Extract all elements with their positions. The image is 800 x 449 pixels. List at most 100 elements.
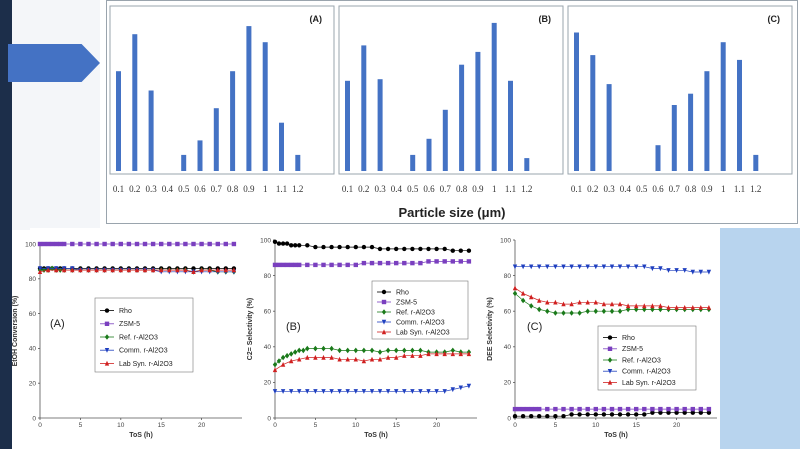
data-point	[512, 264, 518, 270]
data-point	[553, 264, 558, 270]
data-point	[601, 301, 607, 307]
data-point	[537, 297, 542, 303]
data-point	[569, 301, 574, 307]
data-point	[434, 351, 439, 357]
data-point	[394, 260, 399, 266]
histogram-bar	[524, 158, 530, 171]
data-point	[207, 241, 212, 247]
data-point	[529, 406, 534, 412]
x-tick-label: 0	[273, 422, 277, 429]
histogram-bar	[410, 154, 416, 171]
data-point	[54, 241, 59, 247]
data-point	[175, 267, 180, 273]
data-point	[426, 351, 431, 357]
data-point	[289, 243, 294, 248]
legend-entry: Lab Syn. r-Al2O3	[396, 329, 450, 336]
data-point	[345, 347, 350, 354]
data-point	[577, 299, 582, 305]
slide-arrow-decoration	[8, 44, 100, 82]
data-point	[223, 267, 228, 273]
histogram-bar	[246, 26, 252, 171]
histogram-x-tick: 0.2	[129, 184, 140, 194]
data-point	[617, 412, 623, 417]
y-tick-label: 80	[264, 273, 272, 280]
data-point	[167, 267, 172, 273]
histogram-x-tick: 1.1	[734, 184, 745, 194]
data-point	[329, 345, 334, 352]
y-tick-label: 60	[29, 311, 37, 318]
histogram-bar	[345, 80, 350, 171]
data-point	[345, 262, 350, 268]
data-point	[329, 354, 334, 360]
data-point	[337, 356, 342, 362]
data-point	[361, 244, 367, 250]
histogram-bar	[475, 51, 481, 171]
data-point	[321, 354, 326, 360]
histogram-bar	[508, 80, 513, 171]
data-point	[394, 354, 399, 360]
data-point	[280, 389, 286, 394]
data-point	[329, 262, 334, 268]
data-point	[126, 241, 132, 247]
y-axis-title: C2= Selectivity (%)	[247, 298, 254, 360]
data-point	[377, 389, 383, 394]
data-point	[321, 262, 326, 268]
data-point	[650, 406, 655, 412]
data-point	[674, 305, 679, 310]
data-point	[561, 301, 566, 307]
data-point	[104, 334, 110, 340]
data-point	[607, 335, 613, 340]
data-point	[625, 264, 631, 270]
data-point	[410, 347, 415, 354]
y-tick-label: 60	[264, 309, 272, 316]
data-point	[272, 262, 278, 268]
histogram-x-tick: 0.4	[391, 184, 403, 194]
data-point	[634, 264, 639, 270]
data-point	[45, 267, 51, 273]
data-point	[369, 260, 375, 266]
histogram-bar	[197, 140, 203, 171]
data-point	[520, 414, 526, 419]
data-point	[442, 389, 447, 394]
data-point	[134, 267, 140, 273]
histogram-x-tick: 1.1	[276, 184, 287, 194]
data-point	[625, 303, 631, 309]
x-tick-label: 20	[433, 422, 441, 429]
data-point	[369, 389, 375, 394]
data-point	[516, 406, 522, 412]
histogram-x-tick: 0.3	[374, 184, 386, 194]
legend-entry: Ref. r-Al2O3	[396, 309, 435, 316]
data-point	[297, 356, 302, 362]
data-point	[215, 241, 220, 247]
y-tick-label: 100	[25, 241, 36, 248]
histogram-bar	[132, 34, 138, 172]
data-point	[410, 389, 415, 394]
y-tick-label: 100	[500, 237, 511, 244]
data-point	[369, 347, 375, 354]
legend-box	[597, 325, 697, 391]
data-point	[54, 267, 59, 273]
histogram-x-tick: 0.5	[636, 184, 648, 194]
data-point	[276, 241, 282, 246]
y-tick-label: 0	[507, 415, 511, 422]
data-point	[520, 297, 526, 304]
data-point	[369, 244, 375, 250]
data-point	[442, 259, 447, 264]
data-point	[690, 406, 695, 412]
histogram-panel-label: (C)	[768, 14, 781, 24]
data-point	[666, 410, 671, 415]
data-point	[682, 406, 687, 412]
data-point	[289, 358, 294, 364]
left-edge-strip	[0, 0, 12, 449]
histogram-bar	[148, 90, 154, 171]
data-point	[280, 362, 286, 367]
data-point	[642, 406, 647, 412]
data-point	[78, 241, 83, 247]
data-point	[183, 267, 188, 273]
histogram-bar	[606, 84, 612, 171]
data-point	[512, 406, 518, 412]
data-point	[313, 345, 318, 352]
histogram-bar	[361, 45, 367, 171]
data-point	[642, 303, 647, 309]
